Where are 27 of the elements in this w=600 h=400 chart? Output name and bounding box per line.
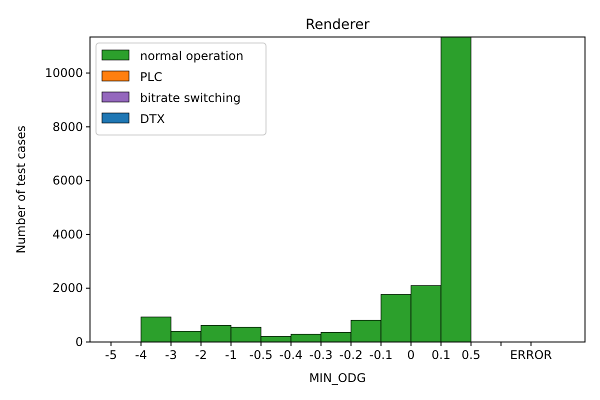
x-tick-label: -0.1 (369, 348, 393, 362)
x-tick-label: ERROR (510, 348, 552, 362)
legend-label: DTX (140, 112, 165, 126)
x-tick-label: -4 (135, 348, 147, 362)
x-tick-label: 0.1 (431, 348, 451, 362)
y-tick-label: 10000 (44, 66, 83, 80)
x-axis-title: MIN_ODG (309, 371, 366, 385)
x-tick-label: 0 (407, 348, 415, 362)
y-tick-label: 0 (75, 335, 83, 349)
x-tick-label: -3 (165, 348, 177, 362)
x-tick-label: -1 (225, 348, 237, 362)
legend-label: bitrate switching (140, 91, 241, 105)
x-tick-label: -0.2 (339, 348, 363, 362)
y-tick-label: 2000 (52, 281, 83, 296)
y-tick-label: 4000 (52, 227, 83, 242)
legend-label: PLC (140, 70, 162, 84)
x-tick-label: 0.5 (461, 348, 481, 362)
y-axis-title: Number of test cases (14, 125, 28, 254)
x-tick-label: -0.3 (309, 348, 333, 362)
x-tick-label: -2 (195, 348, 207, 362)
y-tick-label: 6000 (52, 174, 83, 188)
legend-label: normal operation (140, 49, 244, 63)
x-tick-label: -5 (105, 348, 117, 362)
y-tick-label: 8000 (52, 120, 83, 134)
x-tick-label: -0.4 (279, 348, 303, 362)
chart-title: Renderer (306, 17, 370, 33)
x-tick-label: -0.5 (249, 348, 273, 362)
